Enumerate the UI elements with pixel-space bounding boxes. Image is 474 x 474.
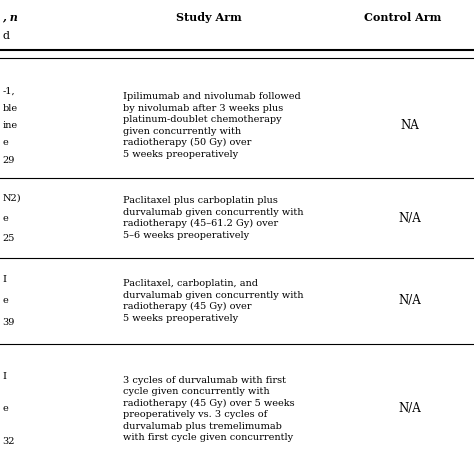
Text: 3 cycles of durvalumab with first
cycle given concurrently with
radiotherapy (45: 3 cycles of durvalumab with first cycle … [123, 375, 295, 442]
Text: ble: ble [2, 104, 18, 113]
Text: I: I [2, 275, 6, 284]
Text: ine: ine [2, 121, 18, 130]
Text: N/A: N/A [399, 211, 421, 225]
Text: , n: , n [2, 12, 18, 23]
Text: N/A: N/A [399, 402, 421, 415]
Text: e: e [2, 404, 8, 413]
Text: Study Arm: Study Arm [176, 12, 241, 23]
Text: 32: 32 [2, 437, 15, 446]
Text: e: e [2, 138, 8, 147]
Text: Paclitaxel, carboplatin, and
durvalumab given concurrently with
radiotherapy (45: Paclitaxel, carboplatin, and durvalumab … [123, 279, 304, 323]
Text: N/A: N/A [399, 294, 421, 308]
Text: -1,: -1, [2, 86, 15, 95]
Text: Ipilimumab and nivolumab followed
by nivolumab after 3 weeks plus
platinum-doubl: Ipilimumab and nivolumab followed by niv… [123, 92, 301, 159]
Text: 39: 39 [2, 318, 15, 327]
Text: d: d [2, 31, 9, 41]
Text: e: e [2, 297, 8, 305]
Text: e: e [2, 214, 8, 222]
Text: Control Arm: Control Arm [364, 12, 442, 23]
Text: NA: NA [401, 119, 419, 132]
Text: I: I [2, 372, 6, 381]
Text: Paclitaxel plus carboplatin plus
durvalumab given concurrently with
radiotherapy: Paclitaxel plus carboplatin plus durvalu… [123, 196, 304, 240]
Text: N2): N2) [2, 193, 21, 202]
Text: 25: 25 [2, 234, 15, 243]
Text: 29: 29 [2, 156, 15, 165]
